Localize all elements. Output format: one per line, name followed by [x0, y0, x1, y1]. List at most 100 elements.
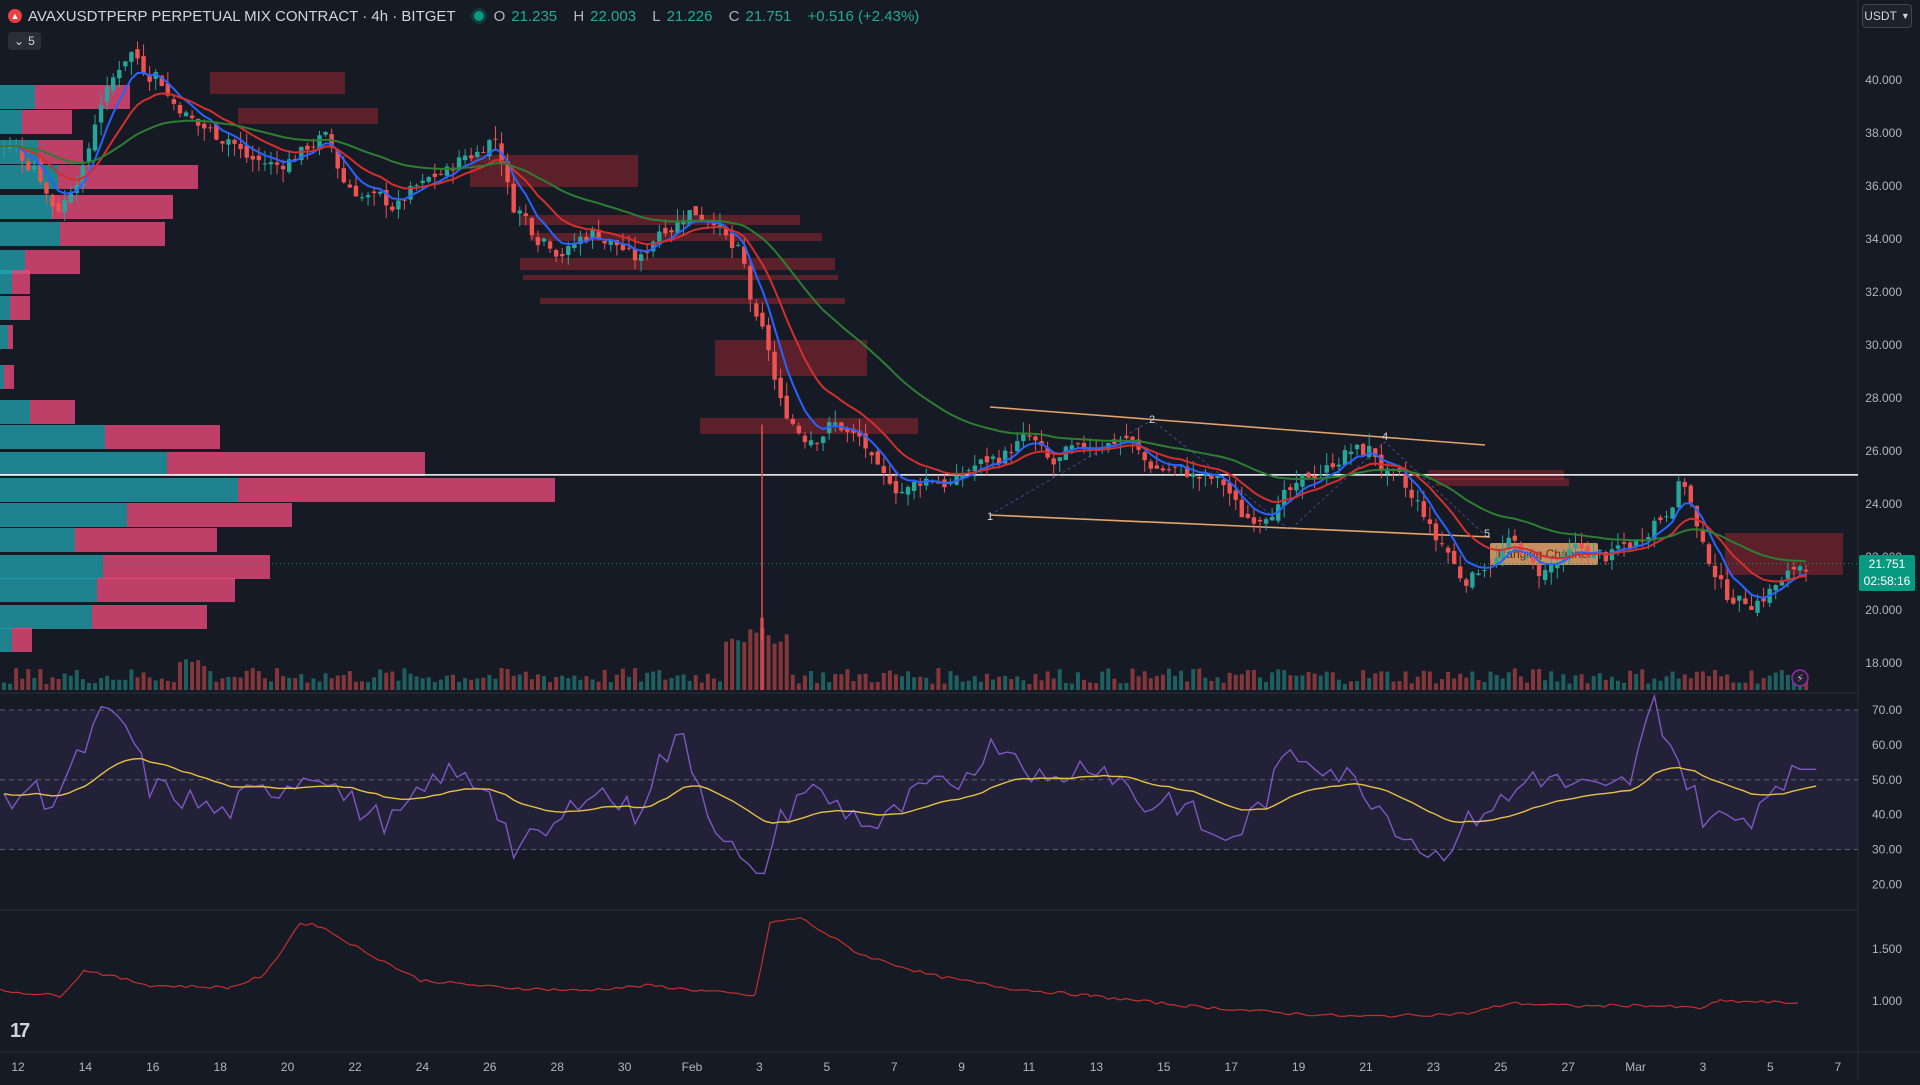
price-tick-label: 28.000	[1865, 391, 1902, 405]
volume-bar	[1216, 677, 1220, 690]
candle-body	[311, 147, 315, 148]
volume-bar	[542, 676, 546, 690]
candle-body	[1167, 469, 1171, 470]
currency-selector[interactable]: USDT ▼	[1862, 4, 1912, 28]
time-tick-label: 23	[1427, 1060, 1441, 1074]
candle-body	[475, 152, 479, 157]
volume-bar	[748, 629, 752, 690]
volume-bar	[773, 644, 777, 690]
volume-bar	[657, 670, 661, 690]
volume-bar	[973, 676, 977, 690]
last-price-value: 21.751	[1859, 556, 1915, 573]
candle-body	[366, 195, 370, 197]
volume-bar	[1179, 671, 1183, 690]
candle-body	[135, 49, 139, 58]
volume-bar	[900, 676, 904, 690]
volume-bar	[1343, 684, 1347, 690]
volume-bar	[251, 668, 255, 690]
volume-bar	[809, 671, 813, 690]
candle-body	[1719, 575, 1723, 579]
atr-tick-label: 1.000	[1872, 994, 1902, 1008]
candle-body	[1549, 565, 1553, 573]
candle-body	[639, 254, 643, 261]
volume-bar	[123, 680, 127, 690]
volume-bar	[1052, 678, 1056, 690]
volume-bar	[99, 678, 103, 690]
volume-bar	[560, 676, 564, 690]
volume-bar	[105, 676, 109, 690]
volume-bar	[293, 678, 297, 690]
candle-body	[1525, 556, 1529, 557]
volume-bar	[961, 682, 965, 690]
candle-body	[518, 210, 522, 213]
volume-bar	[1185, 681, 1189, 690]
candle-body	[493, 139, 497, 140]
candle-body	[1725, 579, 1729, 600]
volume-bar	[682, 674, 686, 690]
candle-body	[354, 186, 358, 197]
volume-bar	[627, 677, 631, 690]
volume-bar	[894, 674, 898, 690]
volume-profile-down	[97, 578, 235, 602]
candle-body	[1676, 481, 1680, 507]
candle-body	[1774, 585, 1778, 590]
candle-body	[360, 197, 364, 198]
price-tick-label: 38.000	[1865, 126, 1902, 140]
candle-body	[772, 352, 776, 380]
volume-bar	[609, 682, 613, 690]
candle-body	[1622, 542, 1626, 544]
volume-bar	[912, 677, 916, 690]
volume-bar	[1695, 672, 1699, 690]
resistance-zone	[715, 340, 867, 376]
candle-body	[766, 325, 770, 350]
candle-body	[1731, 598, 1735, 604]
indicators-collapse-button[interactable]: ⌄ 5	[8, 32, 41, 50]
candle-body	[1027, 435, 1031, 436]
candle-body	[967, 470, 971, 471]
volume-bar	[1319, 676, 1323, 690]
candle-body	[1537, 565, 1541, 576]
volume-bar	[1191, 669, 1195, 690]
time-tick-label: 22	[348, 1060, 362, 1074]
tradingview-logo-icon[interactable]: 17	[10, 1020, 28, 1043]
volume-bar	[1088, 682, 1092, 690]
candle-body	[888, 475, 892, 484]
candle-body	[627, 248, 631, 249]
volume-profile-down	[30, 400, 75, 424]
volume-bar	[1282, 670, 1286, 690]
volume-bar	[1294, 676, 1298, 690]
time-tick-label: 20	[281, 1060, 295, 1074]
volume-bar	[1543, 680, 1547, 690]
volume-bar	[1276, 669, 1280, 690]
candle-body	[1051, 458, 1055, 464]
volume-bar	[1349, 681, 1353, 690]
volume-bar	[785, 634, 789, 690]
resistance-zone	[700, 418, 918, 434]
volume-bar	[1665, 676, 1669, 690]
volume-bar	[1482, 682, 1486, 690]
volume-bar	[360, 681, 364, 690]
candle-body	[348, 185, 352, 188]
volume-bar	[1252, 670, 1256, 690]
volume-bar	[1058, 669, 1062, 690]
symbol-title[interactable]: AVAXUSDTPERP PERPETUAL MIX CONTRACT · 4h…	[28, 8, 456, 25]
candle-body	[991, 456, 995, 458]
volume-bar	[269, 681, 273, 690]
change-value: +0.516 (+2.43%)	[808, 8, 920, 25]
candle-body	[791, 419, 795, 424]
volume-profile-up	[0, 555, 103, 579]
candle-body	[105, 86, 109, 101]
volume-bar	[1598, 673, 1602, 690]
volume-bar	[1646, 684, 1650, 690]
candle-body	[420, 181, 424, 183]
volume-bar	[1428, 672, 1432, 690]
candle-body	[797, 426, 801, 433]
volume-bar	[1337, 680, 1341, 690]
candle-body	[1161, 468, 1165, 470]
candle-body	[1197, 477, 1201, 479]
candle-body	[803, 436, 807, 443]
volume-profile-down	[12, 270, 30, 294]
candle-body	[123, 61, 127, 66]
